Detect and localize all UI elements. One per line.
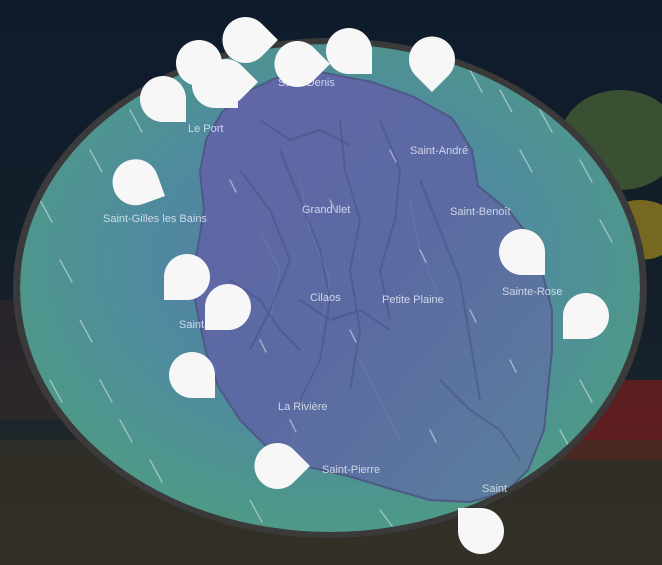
label-saint-pierre: Saint-Pierre — [322, 464, 380, 476]
label-petite-plaine: Petite Plaine — [382, 294, 444, 306]
terrain-relief — [229, 119, 521, 461]
map-pin-icon[interactable] — [326, 28, 372, 74]
map-pin-icon[interactable] — [140, 76, 186, 122]
map-pin-icon[interactable] — [164, 254, 210, 300]
map-pin-icon[interactable] — [176, 40, 222, 86]
map-pin-icon[interactable] — [106, 153, 165, 212]
map-pin-icon[interactable] — [563, 293, 609, 339]
map-pins — [106, 7, 609, 554]
map-pin-icon[interactable] — [399, 27, 464, 92]
island-landmass — [190, 70, 553, 504]
label-saint-gilles: Saint-Gilles les Bains — [103, 213, 207, 225]
label-saint-benoit: Saint-Benoît — [450, 206, 511, 218]
map-pin-icon[interactable] — [213, 7, 278, 72]
map-pin-icon[interactable] — [458, 508, 504, 554]
rain-overlay — [39, 69, 613, 527]
map-pin-icon[interactable] — [265, 31, 330, 96]
label-le-port: Le Port — [188, 123, 223, 135]
map-pin-icon[interactable] — [169, 352, 215, 398]
label-cilaos: Cilaos — [310, 292, 341, 304]
label-la-riviere: La Rivière — [278, 401, 328, 413]
label-grand-ilet: Grand Ilet — [302, 204, 350, 216]
label-sainte-rose: Sainte-Rose — [502, 286, 563, 298]
label-saint-philippe: Saint — [482, 483, 507, 495]
label-saint-andre: Saint-André — [410, 145, 468, 157]
map-pin-icon[interactable] — [499, 229, 545, 275]
map-pin-icon[interactable] — [245, 433, 310, 498]
map-pin-icon[interactable] — [205, 284, 251, 330]
place-labels: Saint-Denis Le Port Saint-André Saint-Gi… — [103, 77, 563, 495]
